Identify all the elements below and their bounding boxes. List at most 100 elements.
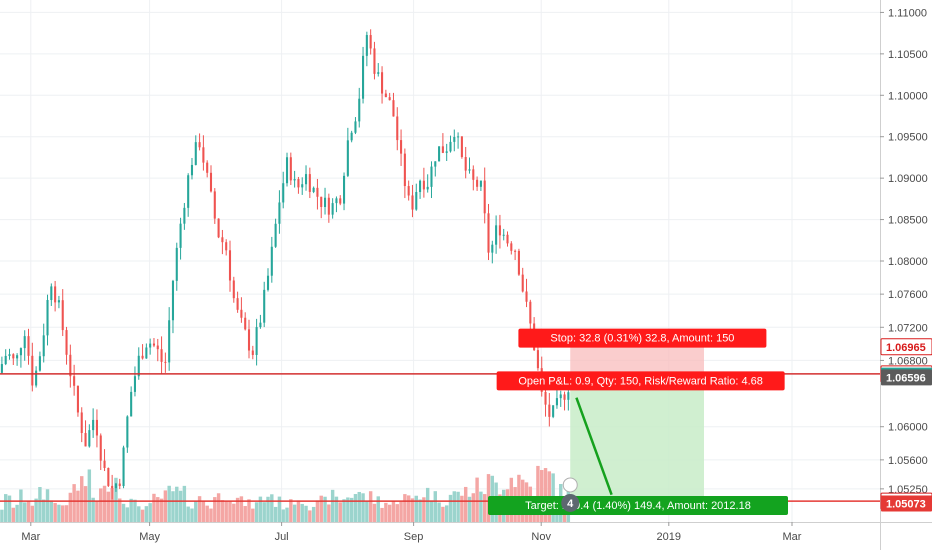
stop-label-text: Stop: 32.8 (0.31%) 32.8, Amount: 150	[550, 333, 734, 345]
candle-body	[510, 243, 513, 251]
x-tick-label: Jul	[275, 531, 289, 543]
candle-body	[384, 93, 387, 98]
candle-body	[419, 180, 422, 193]
candle-body	[213, 191, 216, 219]
volume-bar	[380, 507, 384, 522]
candle-body	[35, 370, 38, 386]
stop-label[interactable]: Stop: 32.8 (0.31%) 32.8, Amount: 150	[518, 328, 767, 348]
volume-bar	[156, 497, 160, 522]
volume-bar	[61, 505, 65, 522]
volume-bar	[349, 497, 354, 522]
candle-body	[335, 198, 338, 204]
volume-bar	[91, 497, 95, 522]
price-tag-text: 1.06965	[886, 342, 926, 354]
candle-body	[16, 355, 19, 359]
candle-body	[468, 169, 471, 171]
volume-bar	[281, 509, 285, 522]
volume-bar	[42, 499, 46, 522]
candle-body	[457, 136, 460, 138]
candle-body	[430, 166, 433, 187]
candle-body	[126, 416, 129, 448]
candle-body	[316, 187, 319, 197]
price-tags: 1.069651.066371.066161.065961.051021.050…	[880, 338, 932, 512]
stop-zone	[570, 346, 704, 374]
candle-body	[308, 174, 311, 192]
volume-bar	[277, 496, 282, 522]
candle-body	[92, 419, 95, 431]
volume-bar	[304, 505, 308, 522]
candle-body	[373, 48, 376, 74]
volume-bar	[49, 500, 54, 522]
volume-bar	[536, 465, 540, 522]
candle-body	[278, 202, 281, 224]
volume-bar	[57, 504, 61, 522]
target-label[interactable]: Target: 149.4 (1.40%) 149.4, Amount: 201…	[488, 496, 788, 516]
target-label-text: Target: 149.4 (1.40%) 149.4, Amount: 201…	[525, 500, 751, 512]
candle-body	[118, 483, 121, 487]
candle-body	[381, 72, 384, 94]
price-axis[interactable]	[880, 0, 932, 550]
candle-body	[514, 250, 517, 252]
volume-bar	[232, 503, 236, 522]
volume-bar	[296, 500, 301, 522]
candle-body	[342, 175, 346, 204]
candle-body	[244, 317, 247, 330]
candle-body	[282, 183, 285, 203]
candle-body	[502, 234, 505, 236]
candle-body	[31, 355, 34, 386]
candle-body	[54, 286, 57, 303]
candle-body	[521, 274, 524, 292]
volume-bar	[129, 498, 133, 522]
candle-body	[0, 364, 3, 373]
candle-body	[141, 355, 144, 359]
volume-bar	[15, 504, 19, 522]
x-tick-label: Sep	[404, 531, 424, 543]
candle-body	[156, 345, 159, 350]
event-icon[interactable]	[562, 477, 578, 493]
volume-bar	[384, 502, 388, 522]
volume-bar	[342, 499, 346, 522]
candle-body	[168, 320, 171, 363]
candle-body	[567, 392, 570, 400]
volume-bar	[273, 506, 278, 522]
price-tag-text: 1.05073	[886, 499, 926, 511]
volume-bar	[441, 506, 445, 522]
position-tool[interactable]: Stop: 32.8 (0.31%) 32.8, Amount: 150 Open…	[488, 328, 788, 516]
candle-body	[84, 433, 87, 447]
volume-bar	[0, 509, 4, 522]
volume-bar	[83, 486, 88, 522]
candle-body	[270, 246, 273, 276]
volume-bar	[406, 495, 411, 522]
volume-bar	[463, 486, 468, 522]
candle-body	[61, 300, 64, 331]
candle-body	[221, 237, 224, 243]
volume-bar	[270, 494, 274, 522]
volume-bar	[148, 503, 152, 522]
x-tick-label: Mar	[21, 531, 40, 543]
volume-bar	[422, 497, 426, 522]
candle-body	[331, 203, 334, 215]
candle-body	[483, 180, 486, 214]
candle-body	[38, 356, 41, 371]
volume-bar	[433, 491, 437, 522]
volume-bar	[372, 503, 377, 522]
volume-bar	[140, 509, 145, 522]
candle-body	[362, 55, 365, 99]
candle-body	[171, 280, 175, 321]
open-pnl-label[interactable]: Open P&L: 0.9, Qty: 150, Risk/Reward Rat…	[496, 371, 785, 391]
x-tick-label: May	[139, 531, 160, 543]
volume-bar	[64, 505, 69, 522]
volume-bar	[247, 499, 251, 522]
time-axis[interactable]	[0, 522, 932, 550]
candle-body	[95, 419, 98, 436]
volume-bar	[391, 501, 396, 522]
volume-bar	[235, 497, 240, 522]
volume-bar	[444, 505, 449, 522]
volume-bar	[76, 490, 80, 522]
volume-bar	[224, 501, 228, 522]
event-badge[interactable]	[561, 493, 580, 512]
volume-bar	[19, 489, 23, 522]
volume-bar	[22, 502, 27, 522]
